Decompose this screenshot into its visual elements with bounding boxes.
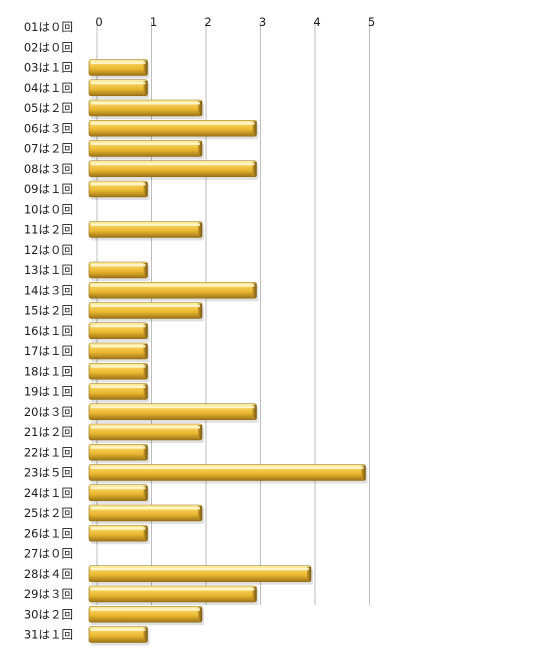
x-tick-label: 4 [313, 15, 320, 29]
bar [88, 484, 150, 504]
category-label: 14は３回 [24, 283, 73, 297]
bar [88, 342, 150, 362]
x-tick-label: 5 [368, 15, 375, 29]
category-label: 06は３回 [24, 121, 73, 135]
category-label: 01は０回 [24, 20, 73, 34]
category-label: 07は２回 [24, 142, 73, 156]
bar [88, 99, 204, 119]
bar [88, 79, 150, 99]
bar [88, 362, 150, 383]
bar [88, 281, 259, 302]
x-tick-label: 2 [204, 15, 211, 29]
bar [88, 585, 259, 605]
bar [88, 160, 259, 180]
bar [88, 140, 204, 160]
category-label: 12は０回 [24, 243, 73, 257]
bar [88, 59, 150, 79]
bar [88, 565, 313, 585]
category-label: 29は３回 [24, 587, 73, 601]
category-label: 15は２回 [24, 304, 73, 318]
category-label: 16は１回 [24, 324, 73, 338]
category-label: 26は１回 [24, 526, 73, 540]
category-label: 02は０回 [24, 40, 73, 54]
x-tick-label: 3 [259, 15, 266, 29]
category-label: 10は０回 [24, 202, 73, 216]
y-axis-labels: 01は０回 02は０回 03は１回 04は１回 05は２回 06は３回 07は２回 08は３回… [24, 20, 73, 642]
bar [88, 302, 204, 322]
bar [88, 322, 150, 342]
category-label: 05は２回 [24, 101, 73, 115]
category-label: 30は２回 [24, 607, 73, 621]
category-label: 31は１回 [24, 628, 73, 642]
bar [88, 524, 150, 545]
bar [88, 261, 150, 281]
category-label: 25は２回 [24, 506, 73, 520]
category-label: 24は１回 [24, 486, 73, 500]
category-label: 28は４回 [24, 567, 73, 581]
bar [88, 443, 150, 464]
category-label: 03は１回 [24, 61, 73, 75]
category-label: 21は２回 [24, 425, 73, 439]
bar [88, 626, 150, 646]
bar [88, 383, 150, 403]
category-label: 19は１回 [24, 385, 73, 399]
bar [88, 221, 204, 241]
x-axis-ticks: 0 1 2 3 4 5 [95, 15, 375, 29]
category-label: 09は１回 [24, 182, 73, 196]
category-label: 20は３回 [24, 405, 73, 419]
bar [88, 464, 368, 484]
category-label: 08は３回 [24, 162, 73, 176]
category-label: 11は２回 [24, 223, 73, 237]
category-label: 13は１回 [24, 263, 73, 277]
category-label: 23は５回 [24, 466, 73, 480]
bar [88, 504, 204, 524]
bar [88, 180, 150, 200]
category-label: 27は０回 [24, 547, 73, 561]
bars [88, 59, 368, 646]
category-label: 18は１回 [24, 364, 73, 378]
x-tick-label: 0 [95, 15, 102, 29]
bar [88, 423, 204, 443]
bar [88, 605, 204, 626]
bar [88, 119, 259, 140]
category-label: 17は１回 [24, 344, 73, 358]
x-tick-label: 1 [150, 15, 157, 29]
category-label: 22は１回 [24, 445, 73, 459]
category-label: 04は１回 [24, 81, 73, 95]
bar [88, 403, 259, 423]
